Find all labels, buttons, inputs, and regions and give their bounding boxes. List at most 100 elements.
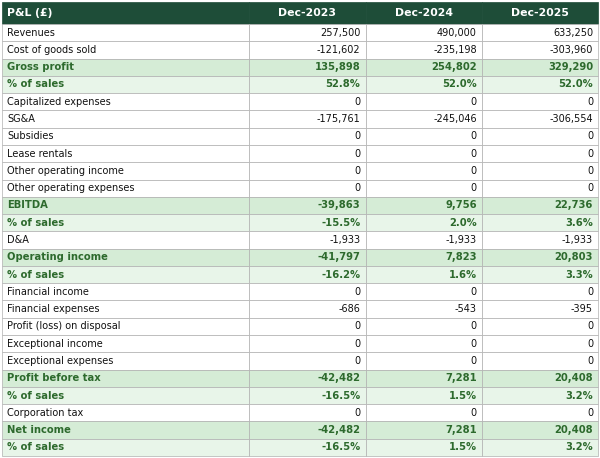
Bar (365, 370, 482, 387)
Text: 0: 0 (587, 322, 593, 332)
Text: EBITDA: EBITDA (7, 201, 48, 210)
Bar (482, 145, 598, 162)
Text: 0: 0 (587, 183, 593, 193)
Text: 0: 0 (355, 148, 361, 158)
Text: 20,408: 20,408 (554, 373, 593, 383)
Text: -16.5%: -16.5% (322, 391, 361, 400)
Bar (482, 93, 598, 110)
Text: % of sales: % of sales (7, 442, 64, 453)
Bar (2, 318, 250, 335)
Text: 490,000: 490,000 (437, 27, 477, 38)
Text: Other operating expenses: Other operating expenses (7, 183, 134, 193)
Text: -1,933: -1,933 (446, 235, 477, 245)
Bar (482, 318, 598, 335)
Bar (2, 266, 250, 283)
Text: Revenues: Revenues (7, 27, 55, 38)
Bar (250, 41, 365, 59)
Text: 20,408: 20,408 (554, 425, 593, 435)
Text: -303,960: -303,960 (550, 45, 593, 55)
Bar (2, 439, 250, 456)
Text: 254,802: 254,802 (431, 62, 477, 72)
Text: 633,250: 633,250 (553, 27, 593, 38)
Bar (2, 145, 250, 162)
Bar (482, 335, 598, 352)
Bar (2, 180, 250, 197)
Bar (365, 2, 482, 24)
Bar (250, 335, 365, 352)
Bar (250, 162, 365, 180)
Text: 0: 0 (470, 183, 477, 193)
Bar (482, 128, 598, 145)
Text: -16.2%: -16.2% (322, 270, 361, 279)
Text: Gross profit: Gross profit (7, 62, 74, 72)
Bar (2, 387, 250, 404)
Text: 1.5%: 1.5% (449, 391, 477, 400)
Text: -16.5%: -16.5% (322, 442, 361, 453)
Bar (365, 59, 482, 76)
Bar (365, 283, 482, 300)
Bar (2, 2, 250, 24)
Text: -245,046: -245,046 (433, 114, 477, 124)
Bar (250, 318, 365, 335)
Text: Dec-2023: Dec-2023 (278, 8, 337, 18)
Text: 0: 0 (355, 322, 361, 332)
Text: -42,482: -42,482 (317, 373, 361, 383)
Text: Financial expenses: Financial expenses (7, 304, 100, 314)
Text: SG&A: SG&A (7, 114, 35, 124)
Text: 0: 0 (587, 356, 593, 366)
Bar (365, 439, 482, 456)
Text: -235,198: -235,198 (433, 45, 477, 55)
Bar (365, 93, 482, 110)
Bar (250, 93, 365, 110)
Text: -543: -543 (455, 304, 477, 314)
Text: 0: 0 (355, 356, 361, 366)
Bar (365, 387, 482, 404)
Bar (482, 421, 598, 439)
Bar (482, 231, 598, 249)
Text: -15.5%: -15.5% (322, 218, 361, 228)
Text: Other operating income: Other operating income (7, 166, 124, 176)
Bar (2, 370, 250, 387)
Bar (2, 404, 250, 421)
Bar (482, 76, 598, 93)
Text: 0: 0 (355, 131, 361, 142)
Text: -395: -395 (571, 304, 593, 314)
Text: 0: 0 (355, 166, 361, 176)
Text: 1.5%: 1.5% (449, 442, 477, 453)
Text: % of sales: % of sales (7, 218, 64, 228)
Bar (250, 76, 365, 93)
Text: 3.6%: 3.6% (565, 218, 593, 228)
Bar (2, 110, 250, 128)
Text: Dec-2025: Dec-2025 (511, 8, 569, 18)
Bar (250, 110, 365, 128)
Bar (2, 283, 250, 300)
Bar (250, 128, 365, 145)
Text: 3.2%: 3.2% (565, 442, 593, 453)
Bar (482, 162, 598, 180)
Bar (250, 59, 365, 76)
Text: -1,933: -1,933 (562, 235, 593, 245)
Bar (250, 249, 365, 266)
Bar (2, 24, 250, 41)
Text: 0: 0 (470, 148, 477, 158)
Bar (365, 214, 482, 231)
Text: 0: 0 (587, 148, 593, 158)
Bar (482, 249, 598, 266)
Text: 2.0%: 2.0% (449, 218, 477, 228)
Bar (2, 352, 250, 370)
Text: 9,756: 9,756 (445, 201, 477, 210)
Bar (482, 197, 598, 214)
Text: P&L (£): P&L (£) (7, 8, 52, 18)
Text: 0: 0 (587, 408, 593, 418)
Text: 0: 0 (470, 338, 477, 349)
Text: 0: 0 (470, 131, 477, 142)
Bar (365, 404, 482, 421)
Text: -686: -686 (338, 304, 361, 314)
Text: 7,281: 7,281 (445, 425, 477, 435)
Text: Lease rentals: Lease rentals (7, 148, 73, 158)
Bar (250, 387, 365, 404)
Bar (250, 24, 365, 41)
Bar (2, 59, 250, 76)
Bar (250, 2, 365, 24)
Bar (250, 300, 365, 318)
